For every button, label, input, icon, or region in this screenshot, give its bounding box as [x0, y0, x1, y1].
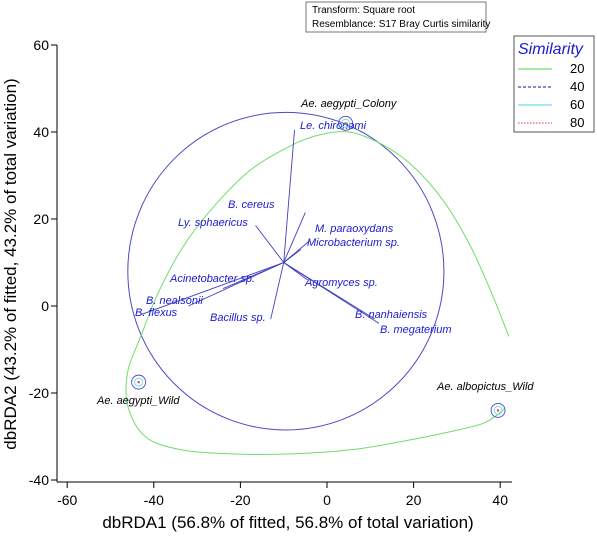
- sample-point: [496, 409, 500, 412]
- vector-line: [188, 262, 284, 307]
- sample-ring-outer: [131, 374, 147, 390]
- vector-label: M. paraoxydans: [315, 223, 394, 235]
- vector-line: [283, 249, 302, 263]
- vector-line: [140, 262, 284, 316]
- legend-label: 20: [570, 61, 584, 76]
- vector-label: B. nealsonii: [146, 295, 203, 307]
- vector-line: [255, 225, 285, 263]
- legend-title: Similarity: [518, 41, 584, 58]
- vector-label: Ly. sphaericus: [178, 217, 248, 229]
- similarity-20-contour: [125, 131, 510, 455]
- sample-point: [137, 380, 140, 384]
- vector-label: B. megaterium: [380, 324, 452, 336]
- x-tick-label: 0: [323, 492, 331, 508]
- sample-ring-inner: [341, 118, 351, 128]
- vector-label: Microbacterium sp.: [307, 237, 400, 249]
- y-tick-label: 0: [41, 298, 49, 314]
- sample-label: Ae. aegypti_Colony: [300, 98, 398, 110]
- y-tick-label: -40: [29, 472, 49, 488]
- sample-ring-outer: [338, 115, 354, 131]
- similarity-40-contour: [127, 111, 445, 431]
- legend-label: 40: [570, 79, 584, 94]
- vector-label: Agromyces sp.: [304, 277, 378, 289]
- info-resemblance: Resemblance: S17 Bray Curtis similarity: [312, 19, 490, 30]
- vector-label: Acinetobacter sp.: [169, 273, 255, 285]
- sample-point: [344, 122, 347, 125]
- vector-line: [283, 262, 380, 324]
- x-tick-label: 40: [492, 492, 508, 508]
- x-tick-label: -20: [230, 492, 250, 508]
- plot-frame: [56, 45, 512, 483]
- vector-line: [283, 212, 306, 263]
- x-tick-label: 20: [406, 492, 422, 508]
- x-axis-label: dbRDA1 (56.8% of fitted, 56.8% of total …: [102, 513, 473, 532]
- sample-ring-outer: [490, 402, 506, 418]
- vector-line: [270, 262, 285, 320]
- vector-label: B. flexus: [135, 307, 178, 319]
- x-tick-label: -40: [144, 492, 164, 508]
- vector-label: B. nanhaiensis: [355, 309, 428, 321]
- y-tick-label: -20: [29, 385, 49, 401]
- x-tick-label: -60: [57, 492, 77, 508]
- y-tick-label: 20: [33, 211, 49, 227]
- y-axis-label: dbRDA2 (43.2% of fitted, 43.2% of total …: [1, 78, 20, 449]
- sample-ring-inner: [493, 405, 503, 415]
- vector-label: Le. chironomi: [300, 120, 367, 132]
- vector-label: B. cereus: [228, 199, 275, 211]
- legend-label: 80: [570, 115, 584, 130]
- y-tick-label: 60: [33, 37, 49, 53]
- sample-label: Ae. aegypti_Wild: [96, 395, 180, 407]
- vector-line: [283, 129, 295, 263]
- info-transform: Transform: Square root: [312, 5, 415, 16]
- sample-ring-inner: [134, 377, 144, 387]
- y-tick-label: 40: [33, 124, 49, 140]
- vector-label: Bacillus sp.: [210, 312, 266, 324]
- legend-label: 60: [570, 97, 584, 112]
- legend: Similarity 20 40 60 80: [513, 35, 595, 133]
- info-box: Transform: Square root Resemblance: S17 …: [305, 1, 490, 33]
- sample-label: Ae. albopictus_Wild: [436, 381, 534, 393]
